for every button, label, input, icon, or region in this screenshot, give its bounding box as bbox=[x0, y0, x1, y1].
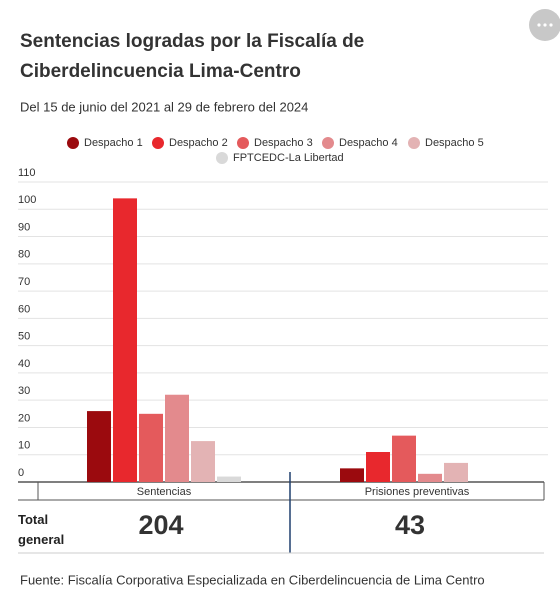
menu-button[interactable] bbox=[529, 9, 560, 41]
chart-subtitle: Del 15 de junio del 2021 al 29 de febrer… bbox=[20, 99, 308, 114]
legend-swatch bbox=[152, 137, 164, 149]
y-tick-label: 100 bbox=[18, 194, 36, 206]
y-tick-label: 110 bbox=[18, 167, 36, 179]
legend-swatch bbox=[322, 137, 334, 149]
bar bbox=[87, 411, 111, 482]
legend-label: Despacho 5 bbox=[425, 137, 484, 149]
bar bbox=[165, 394, 189, 482]
chart-title-line1: Sentencias logradas por la Fiscalía de bbox=[20, 31, 364, 52]
bar bbox=[191, 441, 215, 482]
x-tick-label: Sentencias bbox=[137, 486, 192, 498]
bar bbox=[139, 413, 163, 482]
source: Fuente: Fiscalía Corporativa Especializa… bbox=[20, 572, 485, 587]
legend-label: Despacho 3 bbox=[254, 137, 313, 149]
bar bbox=[340, 468, 364, 482]
bar bbox=[392, 435, 416, 482]
bar bbox=[418, 473, 442, 482]
total-label: Total general bbox=[18, 512, 65, 547]
menu-dot[interactable] bbox=[543, 23, 547, 27]
y-tick-label: 70 bbox=[18, 276, 30, 288]
chart-title-line2: Ciberdelincuencia Lima-Centro bbox=[20, 61, 301, 82]
bar bbox=[366, 452, 390, 482]
menu-dot[interactable] bbox=[549, 23, 553, 27]
y-tick-label: 60 bbox=[18, 303, 30, 315]
legend-label: Despacho 4 bbox=[339, 137, 398, 149]
bar bbox=[113, 198, 137, 482]
y-tick-label: 20 bbox=[18, 412, 30, 424]
legend-label: Despacho 2 bbox=[169, 137, 228, 149]
legend-swatch bbox=[67, 137, 79, 149]
legend-swatch bbox=[216, 152, 228, 164]
bar bbox=[444, 462, 468, 482]
y-tick-label: 90 bbox=[18, 221, 30, 233]
y-tick-label: 50 bbox=[18, 331, 30, 343]
y-tick-label: 40 bbox=[18, 358, 30, 370]
bar bbox=[217, 476, 241, 482]
x-tick-label: Prisiones preventivas bbox=[365, 486, 470, 498]
y-tick-label: 10 bbox=[18, 440, 30, 452]
total-value: 204 bbox=[138, 510, 184, 540]
y-tick-label: 0 bbox=[18, 467, 24, 479]
menu-dot[interactable] bbox=[537, 23, 541, 27]
y-tick-label: 30 bbox=[18, 385, 30, 397]
legend-label: Despacho 1 bbox=[84, 137, 143, 149]
total-value: 43 bbox=[394, 510, 426, 540]
legend-label: FPTCEDC-La Libertad bbox=[233, 152, 344, 164]
legend-swatch bbox=[237, 137, 249, 149]
legend-swatch bbox=[408, 137, 420, 149]
y-tick-label: 80 bbox=[18, 249, 30, 261]
